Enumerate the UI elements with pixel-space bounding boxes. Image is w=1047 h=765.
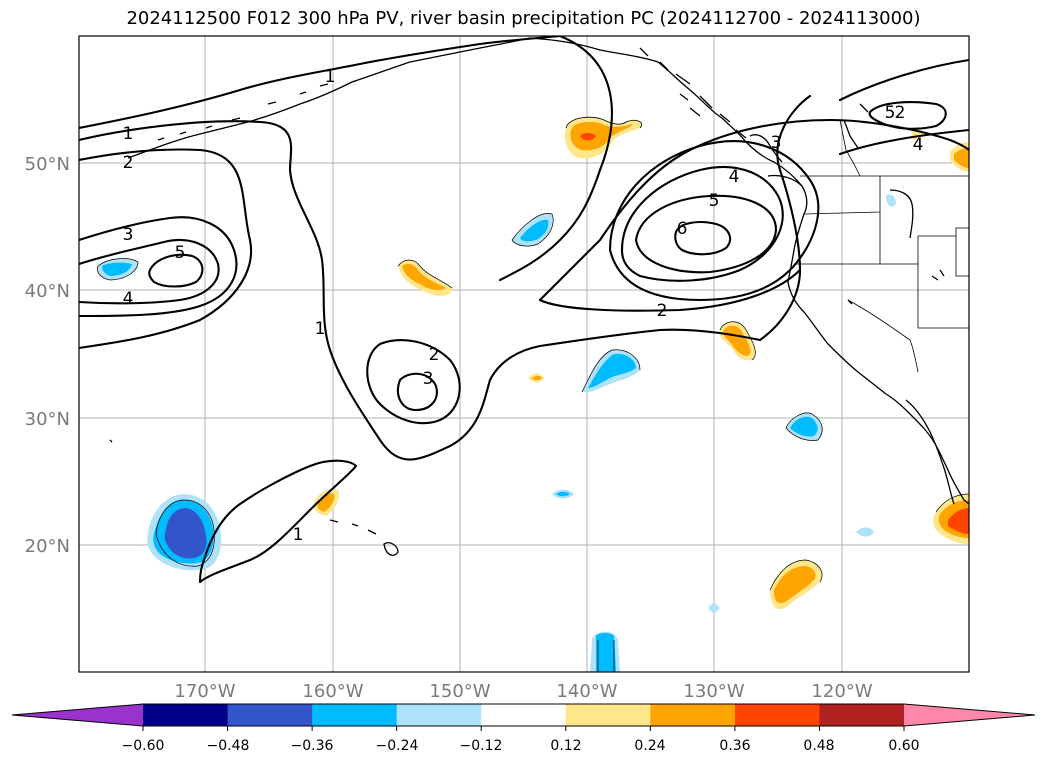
lat-label-50n: 50°N [25, 154, 70, 175]
contour-label: 5 [175, 243, 186, 263]
lat-label-40n: 40°N [25, 281, 70, 302]
contour-label: 2 [429, 345, 440, 365]
colorbar-tick: −0.36 [291, 738, 334, 754]
colorbar-tick: 0.36 [719, 738, 750, 754]
colorbar-segment [650, 704, 736, 726]
colorbar-tick: 0.24 [634, 738, 665, 754]
colorbar-segment [819, 704, 905, 726]
contour-label: 2 [657, 301, 668, 321]
map-frame [78, 35, 970, 673]
colorbar-tick-labels: −0.60 −0.48 −0.36 −0.24 −0.12 0.12 0.24 … [122, 738, 920, 754]
contour-label: 1 [315, 319, 326, 339]
contour-label: 5 [709, 191, 720, 211]
lon-label-160w: 160°W [302, 681, 363, 702]
longitude-labels: 170°W 160°W 150°W 140°W 130°W 120°W [174, 681, 872, 702]
contour-label: 3 [771, 133, 782, 153]
contour-label: 1 [325, 67, 336, 87]
pv-contour-labels: 1 1 1 1 2 2 2 2 3 3 3 4 4 4 5 5 5 6 [123, 67, 924, 545]
latitude-labels: 50°N 40°N 30°N 20°N [25, 154, 70, 557]
colorbar-segment [565, 704, 651, 726]
colorbar-tick: 0.12 [550, 738, 581, 754]
contour-label: 4 [729, 167, 740, 187]
lon-label-150w: 150°W [429, 681, 490, 702]
coastlines [109, 37, 969, 556]
contour-label: 2 [895, 103, 906, 123]
colorbar-tick: 0.48 [803, 738, 834, 754]
colorbar-tick: −0.24 [376, 738, 419, 754]
contour-label: 6 [677, 219, 688, 239]
colorbar-segment [734, 704, 820, 726]
colorbar-segment [396, 704, 482, 726]
lon-label-130w: 130°W [683, 681, 744, 702]
contour-label: 1 [293, 525, 304, 545]
colorbar-segment [143, 704, 229, 726]
lat-label-30n: 30°N [25, 409, 70, 430]
political-borders [794, 119, 969, 373]
colorbar-tick: −0.12 [460, 738, 503, 754]
contour-label: 3 [423, 369, 434, 389]
colorbar-segment [312, 704, 398, 726]
contour-label: 4 [123, 289, 134, 309]
contour-label: 2 [123, 153, 134, 173]
colorbar-extend-max [904, 704, 1035, 726]
colorbar-tick: 0.60 [888, 738, 919, 754]
contour-label: 1 [123, 124, 134, 144]
precipitation-anomaly-fill [97, 116, 969, 672]
map-title: 2024112500 F012 300 hPa PV, river basin … [126, 8, 921, 29]
colorbar-segment [227, 704, 313, 726]
lon-label-170w: 170°W [174, 681, 235, 702]
map-background [79, 36, 969, 672]
lon-label-120w: 120°W [811, 681, 872, 702]
colorbar-segment [481, 704, 567, 726]
lon-label-140w: 140°W [556, 681, 617, 702]
colorbar-tick: −0.48 [207, 738, 250, 754]
colorbar [11, 703, 1036, 731]
contour-label: 3 [123, 225, 134, 245]
contour-label: 4 [913, 135, 924, 155]
pv-contours [79, 36, 969, 584]
colorbar-tick: −0.60 [122, 738, 165, 754]
colorbar-extend-min [12, 704, 143, 726]
contour-label: 5 [885, 103, 896, 123]
lat-label-20n: 20°N [25, 536, 70, 557]
